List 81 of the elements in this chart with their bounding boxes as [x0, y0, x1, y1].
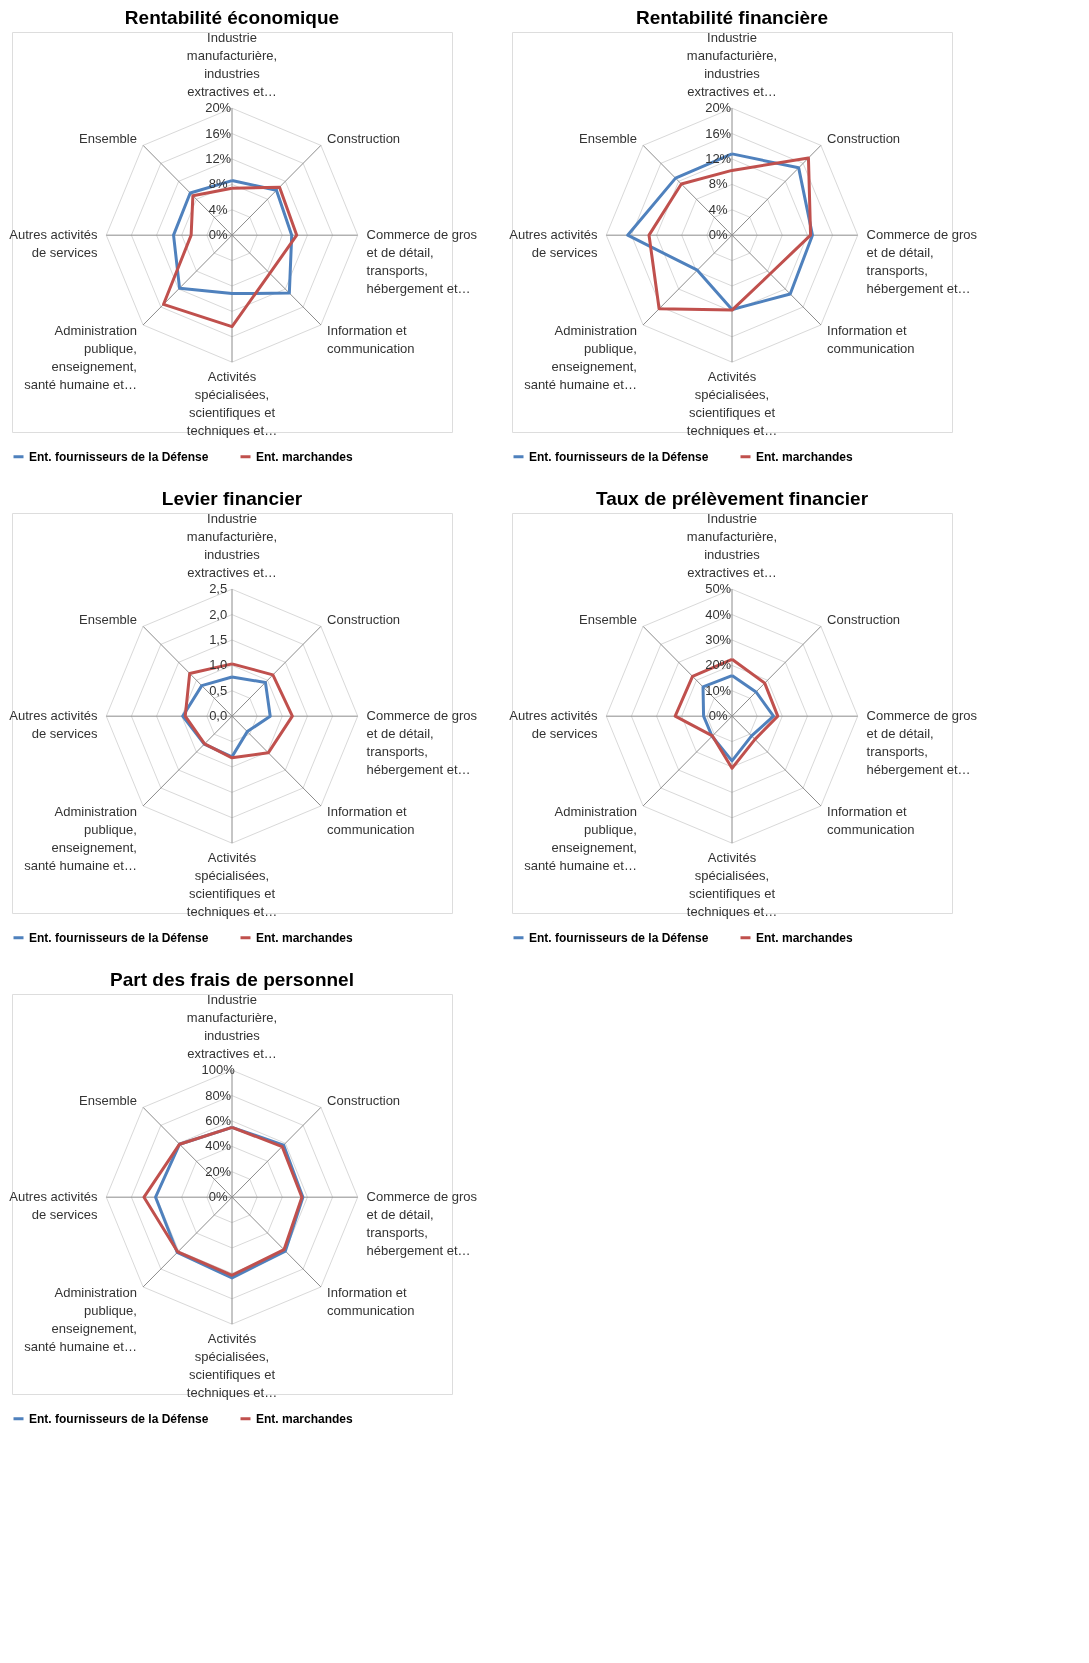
- y-tick-label: 0,5: [209, 682, 228, 698]
- spoke-label: Ensemble: [579, 131, 637, 147]
- legend-label: Ent. marchandes: [756, 449, 854, 464]
- spoke-label: Administration publique, enseignement, santé humaine et…: [24, 323, 137, 393]
- y-tick-label: 30%: [705, 631, 732, 647]
- spoke-label: Ensemble: [79, 612, 137, 628]
- y-tick-label: 10%: [705, 682, 732, 698]
- spoke-label: Industrie manufacturière, industries extractives et…: [186, 511, 278, 581]
- chart-title: Rentabilité économique: [124, 7, 340, 28]
- spoke-label: Construction: [827, 131, 901, 147]
- spoke-label: Construction: [327, 612, 401, 628]
- legend-label: Ent. fournisseurs de la Défense: [529, 930, 709, 945]
- y-tick-label: 20%: [205, 100, 232, 116]
- spoke-label: Autres activités de services: [509, 708, 598, 742]
- legend-label: Ent. marchandes: [256, 1411, 354, 1426]
- y-tick-label: 12%: [205, 150, 232, 166]
- y-tick-label: 2,0: [209, 606, 228, 622]
- spoke-label: Commerce de gros et de détail, transports, hébergement et…: [366, 1189, 478, 1259]
- y-tick-label: 0,0: [209, 708, 228, 724]
- y-tick-label: 1,5: [209, 631, 228, 647]
- spoke-label: Construction: [327, 1093, 401, 1109]
- legend-label: Ent. fournisseurs de la Défense: [29, 930, 209, 945]
- spoke-label: Construction: [827, 612, 901, 628]
- spoke-label: Information et communication: [327, 323, 415, 357]
- spoke-label: Ensemble: [79, 1093, 137, 1109]
- spoke-label: Autres activités de services: [9, 1189, 98, 1223]
- spoke-label: Commerce de gros et de détail, transports, hébergement et…: [866, 227, 978, 297]
- spoke-label: Industrie manufacturière, industries extractives et…: [686, 511, 778, 581]
- chart-title: Levier financier: [161, 488, 303, 509]
- spoke-label: Information et communication: [327, 804, 415, 838]
- spoke-label: Administration publique, enseignement, santé humaine et…: [524, 804, 637, 874]
- y-tick-label: 40%: [705, 606, 732, 622]
- spoke-label: Industrie manufacturière, industries extractives et…: [186, 30, 278, 100]
- y-tick-label: 4%: [708, 201, 728, 217]
- spoke-label: Construction: [327, 131, 401, 147]
- y-tick-label: 80%: [205, 1087, 232, 1103]
- spoke-label: Activités spécialisées, scientifiques et techniques et…: [686, 369, 778, 439]
- y-tick-label: 0%: [208, 227, 228, 243]
- spoke-label: Autres activités de services: [9, 227, 98, 261]
- y-tick-label: 0%: [708, 708, 728, 724]
- legend-label: Ent. marchandes: [756, 930, 854, 945]
- spoke-label: Commerce de gros et de détail, transports, hébergement et…: [366, 227, 478, 297]
- chart-title: Taux de prélèvement financier: [595, 488, 869, 509]
- y-tick-label: 20%: [705, 100, 732, 116]
- legend-label: Ent. fournisseurs de la Défense: [29, 1411, 209, 1426]
- spoke-label: Commerce de gros et de détail, transports, hébergement et…: [366, 708, 478, 778]
- spoke-label: Autres activités de services: [9, 708, 98, 742]
- y-tick-label: 100%: [201, 1062, 236, 1078]
- spoke-label: Commerce de gros et de détail, transports, hébergement et…: [866, 708, 978, 778]
- y-tick-label: 0%: [208, 1189, 228, 1205]
- spoke-label: Activités spécialisées, scientifiques et techniques et…: [686, 850, 778, 920]
- legend-label: Ent. fournisseurs de la Défense: [529, 449, 709, 464]
- spoke-label: Administration publique, enseignement, santé humaine et…: [24, 1285, 137, 1355]
- y-tick-label: 8%: [708, 176, 728, 192]
- spoke-label: Ensemble: [579, 612, 637, 628]
- legend-label: Ent. marchandes: [256, 930, 354, 945]
- y-tick-label: 60%: [205, 1112, 232, 1128]
- spoke-label: Administration publique, enseignement, santé humaine et…: [524, 323, 637, 393]
- spoke-label: Information et communication: [827, 323, 915, 357]
- spoke-label: Administration publique, enseignement, santé humaine et…: [24, 804, 137, 874]
- spoke-label: Activités spécialisées, scientifiques et techniques et…: [186, 369, 278, 439]
- spoke-label: Activités spécialisées, scientifiques et techniques et…: [186, 850, 278, 920]
- legend-label: Ent. marchandes: [256, 449, 354, 464]
- spoke-label: Information et communication: [327, 1285, 415, 1319]
- chart-title: Rentabilité financière: [635, 7, 829, 28]
- y-tick-label: 50%: [705, 581, 732, 597]
- y-tick-label: 16%: [705, 125, 732, 141]
- spoke-label: Information et communication: [827, 804, 915, 838]
- y-tick-label: 4%: [208, 201, 228, 217]
- spoke-label: Industrie manufacturière, industries extractives et…: [186, 992, 278, 1062]
- chart-title: Part des frais de personnel: [110, 969, 354, 990]
- spoke-label: Autres activités de services: [509, 227, 598, 261]
- y-tick-label: 0%: [708, 227, 728, 243]
- y-tick-label: 2,5: [209, 581, 228, 597]
- y-tick-label: 16%: [205, 125, 232, 141]
- legend-label: Ent. fournisseurs de la Défense: [29, 449, 209, 464]
- y-tick-label: 20%: [205, 1163, 232, 1179]
- spoke-label: Ensemble: [79, 131, 137, 147]
- y-tick-label: 40%: [205, 1138, 232, 1154]
- spoke-label: Industrie manufacturière, industries extractives et…: [686, 30, 778, 100]
- spoke-label: Activités spécialisées, scientifiques et techniques et…: [186, 1331, 278, 1401]
